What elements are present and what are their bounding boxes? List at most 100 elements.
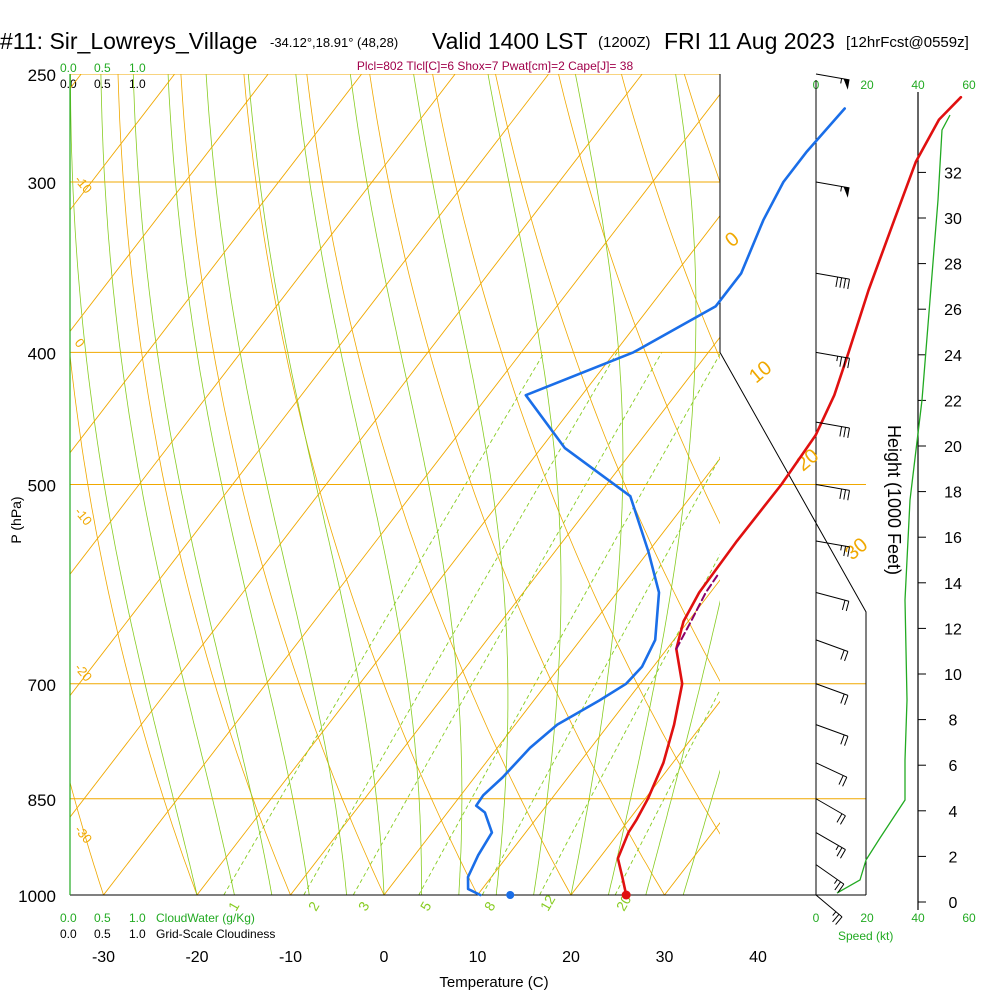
moist-adiabat (487, 74, 562, 895)
dry-adiabat (369, 74, 665, 895)
wind-barb-feather (844, 736, 849, 746)
wind-barb-feather (843, 357, 847, 368)
moist-adiabat (570, 74, 624, 895)
cloudiness-label: Grid-Scale Cloudiness (156, 927, 275, 941)
wind-barb-staff (815, 832, 846, 851)
wind-barb-feather (832, 913, 840, 923)
dry-adiabat (70, 351, 198, 895)
moist-adiabat (349, 74, 463, 895)
speed-bottom-0: 0 (813, 911, 820, 925)
height-tick-label: 30 (944, 211, 962, 228)
moist-adiabat (608, 74, 697, 895)
moist-adiabat (682, 769, 720, 895)
pressure-label: 500 (28, 477, 56, 496)
wind-barb-feather (837, 883, 845, 893)
speed-bottom-1: 20 (860, 911, 874, 925)
plot-frame (69, 74, 919, 910)
wind-barb-feather (835, 277, 839, 288)
wind-barbs (815, 73, 850, 925)
wind-barb-half (840, 545, 843, 551)
wind-barb-feather (844, 695, 849, 705)
background-lines (70, 74, 866, 896)
wind-barb-feather (843, 427, 847, 438)
header-zulu: (1200Z) (598, 34, 651, 51)
cloudwater-label: CloudWater (g/Kg) (156, 911, 255, 925)
wind-barb-feather (839, 356, 843, 367)
pressure-label: 400 (28, 344, 56, 363)
isotherm (70, 74, 363, 454)
wind-barb-feather (845, 601, 850, 612)
wind-barb-staff (815, 421, 850, 429)
moist-adiabat (205, 74, 347, 895)
height-tick-label: 14 (944, 576, 962, 593)
wind-barb-staff (815, 73, 850, 81)
wind-barb-feather (839, 277, 843, 288)
height-tick-label: 16 (944, 530, 962, 547)
height-tick-label: 8 (949, 713, 958, 730)
wind-barb-feather (838, 775, 844, 785)
speed-axis-title: Speed (kt) (838, 929, 893, 943)
sounding-series (466, 95, 963, 900)
wind-barb-half (834, 879, 838, 884)
speed-bottom-2: 40 (911, 911, 925, 925)
wind-barb-feather (840, 734, 845, 745)
wind-barb-feather (847, 546, 850, 557)
speed-top-1: 20 (860, 78, 874, 92)
wind-barb-half (840, 78, 843, 84)
mixing-ratio-label: 12 (537, 892, 559, 914)
wind-barb-staff (815, 639, 849, 652)
temp-tick-label: 30 (656, 949, 674, 966)
wind-barb-staff (815, 683, 849, 696)
wind-barb-staff (815, 864, 845, 885)
wind-barb-staff (815, 484, 850, 491)
speed-top-2: 40 (911, 78, 925, 92)
header-forecast: [12hrFcst@0559z] (846, 34, 969, 51)
height-tick-label: 24 (944, 348, 962, 365)
dry-adiabat (558, 74, 720, 525)
wind-barb-feather (847, 427, 850, 438)
cloudwater-top-0: 0.0 (60, 61, 77, 75)
cloudiness-bottom-1: 0.5 (94, 927, 111, 941)
pressure-label: 250 (28, 66, 56, 85)
clipped-grid (70, 74, 720, 895)
height-tick-label: 4 (949, 804, 958, 821)
header-date: FRI 11 Aug 2023 (664, 28, 835, 54)
surface-temperature-marker (621, 890, 631, 900)
speed-top-3: 60 (962, 78, 976, 92)
surface-dewpoint-marker (506, 891, 515, 899)
pressure-label: 1000 (18, 887, 56, 906)
wind-barb-flag (843, 186, 850, 198)
height-tick-label: 18 (944, 485, 962, 502)
wind-barb-half (836, 356, 839, 362)
wind-barb-staff (815, 724, 849, 737)
temp-tick-label: -30 (92, 949, 115, 966)
cloudiness-top-0: 0.0 (60, 77, 77, 91)
dry-adiabat (117, 74, 291, 895)
wind-barb-feather (847, 490, 850, 501)
height-tick-label: 6 (949, 758, 958, 775)
height-tick-label: 20 (944, 439, 962, 456)
cloudwater-bottom-2: 1.0 (129, 911, 146, 925)
moist-adiabat (645, 600, 720, 895)
wind-barb-feather (843, 489, 847, 500)
wind-barb-flag (843, 78, 850, 90)
wind-barb-staff (815, 894, 843, 918)
indices-line: Plcl=802 Tlcl[C]=6 Shox=7 Pwat[cm]=2 Cap… (357, 59, 634, 73)
pressure-label: 700 (28, 676, 56, 695)
moist-adiabat (132, 74, 273, 895)
speed-bottom-3: 60 (962, 911, 976, 925)
wind-barb-staff (815, 798, 846, 817)
wind-barb-half (840, 186, 843, 192)
wind-barb-feather (835, 916, 843, 925)
cloudiness-bottom-0: 0.0 (60, 927, 77, 941)
dry-adiabat (306, 74, 572, 895)
wind-barb-feather (840, 849, 846, 859)
wind-barb-feather (839, 488, 843, 499)
height-tick-label: 0 (949, 895, 958, 912)
wind-barb-staff (815, 762, 848, 778)
height-axis-title: Height (1000 Feet) (884, 425, 904, 575)
wind-barb-feather (847, 358, 850, 369)
